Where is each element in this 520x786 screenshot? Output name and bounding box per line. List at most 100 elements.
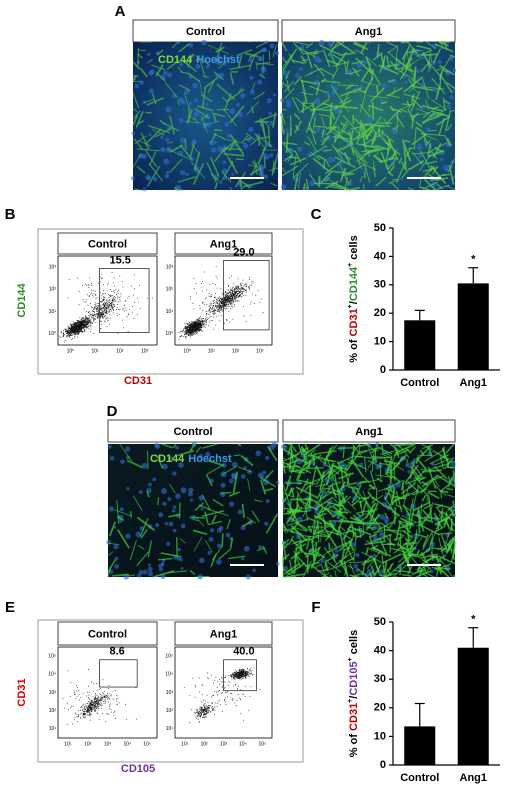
stain-fiber [287,562,306,576]
event-dot [215,296,217,298]
stain-fiber [193,536,203,552]
event-dot [101,307,103,309]
stain-fiber [365,547,370,555]
stain-fiber [387,147,390,156]
stain-fiber [433,478,440,488]
event-dot [197,323,198,325]
stain-fiber [290,551,301,560]
nucleus [353,563,359,569]
event-dot [222,294,223,296]
nucleus [219,72,225,78]
nucleus [125,533,131,539]
stain-fiber [212,498,224,507]
stain-fiber [407,187,414,191]
nucleus [201,39,207,46]
nucleus [114,564,119,569]
stain-fiber [357,568,369,578]
event-dot [99,701,101,703]
event-dot [259,301,261,303]
event-dot [84,318,86,320]
event-dot [76,329,78,331]
event-dot [206,313,208,315]
event-dot [86,317,88,319]
event-dot [102,693,104,694]
nucleus [297,516,303,522]
stain-fiber [409,460,415,479]
event-dot [127,298,129,300]
condition-label: Control [88,238,127,250]
stain-fiber [147,540,152,558]
event-dot [232,295,234,297]
event-dot [73,322,75,324]
event-dot [202,303,203,305]
event-dot [82,712,84,714]
stain-fiber [389,498,398,506]
event-dot [109,299,111,301]
event-dot [81,328,83,330]
event-dot [78,323,79,325]
condition-label: Control [88,628,127,640]
stain-fiber [359,480,367,483]
stain-fiber [114,509,131,517]
event-dot [66,330,68,332]
event-dot [208,313,210,315]
event-dot [86,323,87,325]
event-dot [119,299,121,301]
event-dot [232,294,234,296]
event-dot [83,329,85,331]
event-dot [107,304,109,306]
event-dot [78,330,80,332]
event-dot [236,300,238,302]
event-dot [181,335,183,337]
event-dot [112,306,113,308]
event-dot [96,297,98,299]
condition-label: Ang1 [355,426,383,438]
event-dot [97,302,99,304]
event-dot [188,324,190,326]
stain-fiber [294,120,302,134]
event-dot [63,334,65,336]
event-dot [113,306,115,308]
stain-fiber [419,449,425,456]
stain-fiber [263,156,266,169]
event-dot [90,324,92,326]
stain-fiber [281,108,287,111]
stain-fiber [403,486,409,504]
event-dot [108,308,110,310]
stain-fiber [212,114,217,122]
event-dot [83,323,84,325]
event-dot [79,316,81,318]
stain-fiber [432,554,442,563]
nucleus [249,89,255,95]
stain-fiber [334,120,348,142]
event-dot [244,295,246,297]
stain-fiber [137,47,139,68]
event-dot [220,306,222,308]
event-dot [205,297,207,299]
event-dot [85,316,87,318]
event-dot [100,309,102,311]
event-dot [195,326,197,327]
event-dot [103,308,105,310]
stain-fiber [356,479,379,485]
stain-fiber [406,552,423,571]
nucleus [231,172,235,176]
event-dot [112,309,114,311]
stain-fiber [201,494,210,509]
event-dot [232,301,234,303]
event-dot [253,281,255,283]
event-dot [111,306,113,308]
stain-fiber [144,128,162,145]
event-dot [102,696,104,698]
stain-fiber [311,542,317,549]
event-dot [106,310,108,312]
stain-fiber [358,450,368,455]
stain-fiber [401,573,412,577]
stain-fiber [282,527,296,532]
event-dot [111,307,113,309]
stain-fiber [305,178,310,190]
stain-fiber [327,490,340,496]
stain-fiber [367,104,384,112]
nucleus [243,143,249,149]
event-dot [67,325,69,327]
